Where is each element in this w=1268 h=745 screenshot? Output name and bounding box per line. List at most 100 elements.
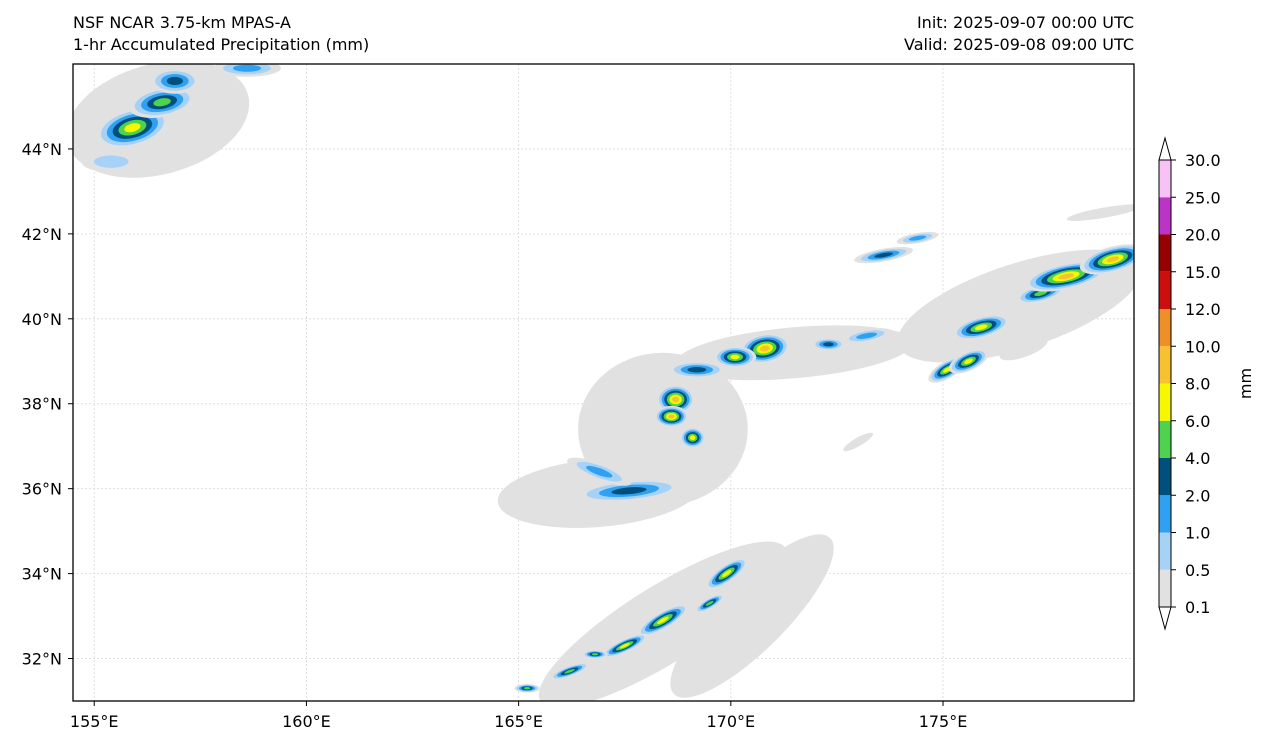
lat-tick-label: 40°N bbox=[22, 310, 62, 329]
colorbar-segment bbox=[1159, 346, 1171, 384]
colorbar-segment bbox=[1159, 234, 1171, 272]
precip-contour bbox=[1034, 290, 1048, 297]
colorbar-segment bbox=[1159, 458, 1171, 496]
colorbar-tick-label: 6.0 bbox=[1185, 412, 1210, 431]
precip-cell bbox=[636, 603, 689, 637]
colorbar-segment bbox=[1159, 532, 1171, 570]
precip-contour bbox=[687, 367, 707, 373]
precip-contour bbox=[124, 123, 141, 133]
colorbar-segment bbox=[1159, 271, 1171, 309]
map-frame bbox=[72, 63, 1135, 702]
precip-contour bbox=[233, 64, 261, 72]
colorbar-tick-label: 30.0 bbox=[1185, 151, 1221, 170]
precip-contour bbox=[1106, 256, 1120, 263]
colorbar-segment bbox=[1159, 160, 1171, 198]
precip-contour bbox=[523, 687, 531, 690]
precip-cell bbox=[582, 650, 608, 659]
precip-contour bbox=[657, 616, 669, 624]
precip-contour bbox=[668, 414, 675, 419]
precip-cell bbox=[841, 328, 892, 344]
colorbar-segment bbox=[1159, 569, 1171, 607]
precip-contour bbox=[964, 358, 973, 364]
lat-tick-label: 42°N bbox=[22, 225, 62, 244]
init-time: Init: 2025-09-07 00:00 UTC bbox=[916, 13, 1134, 32]
map-subtitle: 1-hr Accumulated Precipitation (mm) bbox=[73, 35, 370, 54]
precip-contour bbox=[730, 354, 740, 360]
precip-contour bbox=[591, 653, 599, 656]
precip-contour bbox=[672, 396, 680, 403]
precip-contour bbox=[856, 332, 877, 339]
precip-contour bbox=[974, 324, 988, 331]
colorbar-segment bbox=[1159, 495, 1171, 533]
colorbar-extend-high bbox=[1158, 136, 1172, 161]
colorbar-tick-label: 4.0 bbox=[1185, 449, 1210, 468]
colorbar-segment bbox=[1159, 420, 1171, 458]
precip-cell bbox=[854, 246, 913, 264]
lat-tick-label: 34°N bbox=[22, 565, 62, 584]
colorbar-segment bbox=[1159, 383, 1171, 421]
colorbar-tick-label: 12.0 bbox=[1185, 300, 1221, 319]
lon-tick-label: 175°E bbox=[919, 712, 968, 731]
lon-tick-label: 170°E bbox=[706, 712, 755, 731]
lat-tick-label: 38°N bbox=[22, 395, 62, 414]
colorbar-tick-label: 8.0 bbox=[1185, 375, 1210, 394]
precip-contour bbox=[760, 345, 770, 352]
precip-cell bbox=[952, 314, 1011, 341]
precip-cell bbox=[549, 662, 590, 680]
colorbar-tick-label: 2.0 bbox=[1185, 486, 1210, 505]
colorbar-segment bbox=[1159, 309, 1171, 347]
map-title: NSF NCAR 3.75-km MPAS-A bbox=[73, 13, 291, 32]
precip-contour bbox=[908, 235, 927, 241]
precip-cell bbox=[128, 86, 196, 119]
light-precip-area bbox=[999, 336, 1048, 361]
precip-cell bbox=[81, 151, 141, 173]
precip-contour bbox=[619, 643, 630, 649]
header-right: Init: 2025-09-07 00:00 UTC Valid: 2025-0… bbox=[904, 12, 1134, 56]
header-left: NSF NCAR 3.75-km MPAS-A 1-hr Accumulated… bbox=[73, 12, 369, 56]
valid-time: Valid: 2025-09-08 09:00 UTC bbox=[903, 35, 1134, 54]
precip-cell bbox=[149, 68, 201, 94]
colorbar-tick-label: 20.0 bbox=[1185, 226, 1221, 245]
precip-cell bbox=[213, 64, 281, 77]
precip-contour bbox=[874, 252, 893, 258]
precip-contour bbox=[1058, 273, 1074, 280]
colorbar-tick-label: 25.0 bbox=[1185, 188, 1221, 207]
precip-cell bbox=[948, 348, 989, 374]
precip-cell bbox=[705, 557, 748, 590]
precip-contour bbox=[611, 487, 647, 495]
precip-contour bbox=[689, 435, 696, 441]
precip-cell bbox=[567, 457, 632, 486]
colorbar-tick-label: 0.5 bbox=[1185, 561, 1210, 580]
light-precip-area bbox=[1066, 204, 1134, 221]
lat-tick-label: 44°N bbox=[22, 140, 62, 159]
precip-cell bbox=[514, 684, 540, 693]
axis-labels: 155°E 160°E 165°E 170°E 175°E 44°N 42°N 40°N 38°… bbox=[22, 140, 968, 731]
precip-contour bbox=[586, 465, 613, 478]
colorbar-tick-label: 15.0 bbox=[1185, 263, 1221, 282]
lat-tick-label: 36°N bbox=[22, 480, 62, 499]
lon-tick-label: 160°E bbox=[282, 712, 331, 731]
colorbar-extend-low bbox=[1158, 606, 1172, 631]
precip-cell bbox=[896, 231, 939, 245]
precip-cell bbox=[654, 405, 689, 428]
precip-contour bbox=[166, 76, 183, 86]
colorbar-tick-label: 10.0 bbox=[1185, 337, 1221, 356]
precip-cell bbox=[601, 633, 648, 659]
precip-cell bbox=[667, 361, 727, 379]
precip-contour bbox=[153, 98, 171, 107]
precip-cell bbox=[811, 337, 846, 351]
lon-tick-label: 155°E bbox=[70, 712, 119, 731]
precip-cell bbox=[573, 479, 684, 503]
precip-contour bbox=[823, 342, 834, 347]
colorbar-segment bbox=[1159, 197, 1171, 235]
precip-cell bbox=[679, 427, 706, 449]
lat-tick-label: 32°N bbox=[22, 650, 62, 669]
precip-cell bbox=[1079, 244, 1134, 275]
precip-contour bbox=[93, 155, 129, 168]
precip-contour bbox=[564, 669, 575, 674]
precip-contour bbox=[721, 570, 732, 578]
precip-cell bbox=[713, 346, 757, 368]
lon-tick-label: 165°E bbox=[494, 712, 543, 731]
colorbar-tick-label: 1.0 bbox=[1185, 524, 1210, 543]
